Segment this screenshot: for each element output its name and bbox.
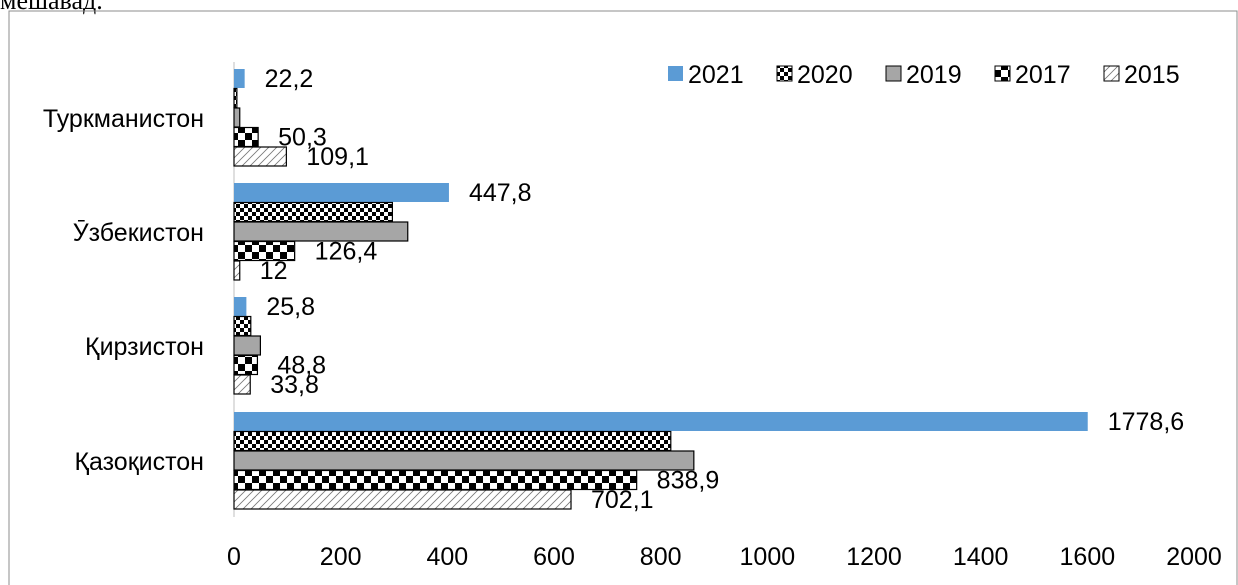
data-label: 22,2 — [265, 65, 314, 93]
bar-ӯзбекистон-2020 — [233, 201, 393, 223]
x-tick-label: 1400 — [953, 543, 1009, 571]
data-label: 12 — [260, 257, 288, 285]
bar-туркманистон-2017 — [233, 126, 259, 148]
bar-қирзистон-2017 — [233, 354, 259, 376]
data-label: 702,1 — [591, 486, 654, 514]
bar-туркманистон-2020 — [233, 87, 238, 109]
data-label: 126,4 — [315, 238, 378, 266]
data-label: 25,8 — [266, 293, 315, 321]
legend-swatch-2019 — [885, 65, 902, 82]
bar-ӯзбекистон-2021 — [234, 183, 449, 202]
legend-swatch-2015 — [1103, 65, 1120, 82]
bar-қирзистон-2015 — [233, 374, 251, 395]
bar-қазоқистон-2020 — [233, 430, 672, 452]
bar-туркманистон-2021 — [234, 69, 245, 88]
x-tick-label: 1000 — [740, 543, 796, 571]
x-tick-label: 1600 — [1060, 543, 1116, 571]
data-label: 33,8 — [270, 371, 319, 399]
legend-label-2020: 2020 — [797, 61, 853, 89]
legend-label-2021: 2021 — [688, 61, 744, 89]
legend-swatch-2017 — [994, 65, 1011, 82]
x-tick-label: 2000 — [1166, 543, 1222, 571]
data-label: 109,1 — [306, 143, 369, 171]
data-label: 838,9 — [657, 467, 720, 495]
bar-қирзистон-2020 — [233, 315, 252, 337]
bar-қазоқистон-2021 — [234, 412, 1088, 431]
x-tick-label: 600 — [533, 543, 575, 571]
category-label: Туркманистон — [43, 105, 204, 133]
chart-frame — [8, 10, 1238, 585]
category-label: Қазоқистон — [74, 448, 204, 476]
legend-label-2019: 2019 — [906, 61, 962, 89]
x-tick-label: 400 — [426, 543, 468, 571]
bar-қирзистон-2019 — [233, 335, 261, 356]
data-label: 50,3 — [278, 124, 327, 152]
legend-swatch-2021 — [668, 66, 683, 81]
bar-ӯзбекистон-2015 — [233, 260, 241, 281]
bar-ӯзбекистон-2017 — [233, 240, 296, 262]
legend-label-2015: 2015 — [1124, 61, 1180, 89]
data-label: 48,8 — [277, 352, 326, 380]
bar-туркманистон-2015 — [233, 146, 287, 167]
bar-ӯзбекистон-2019 — [233, 221, 409, 242]
legend-swatch-2020 — [776, 65, 793, 82]
x-tick-label: 800 — [640, 543, 682, 571]
bar-қирзистон-2021 — [234, 297, 247, 316]
category-label: Қирзистон — [85, 333, 204, 361]
data-label: 1778,6 — [1108, 408, 1184, 436]
bar-қазоқистон-2015 — [233, 489, 572, 510]
x-tick-label: 200 — [320, 543, 362, 571]
category-label: Ӯзбекистон — [73, 219, 204, 247]
data-label: 447,8 — [469, 179, 532, 207]
x-tick-label: 0 — [227, 543, 241, 571]
bar-қазоқистон-2017 — [233, 469, 638, 491]
bar-туркманистон-2019 — [233, 107, 241, 128]
x-tick-label: 1200 — [846, 543, 902, 571]
bar-қазоқистон-2019 — [233, 450, 695, 471]
legend-label-2017: 2017 — [1015, 61, 1071, 89]
